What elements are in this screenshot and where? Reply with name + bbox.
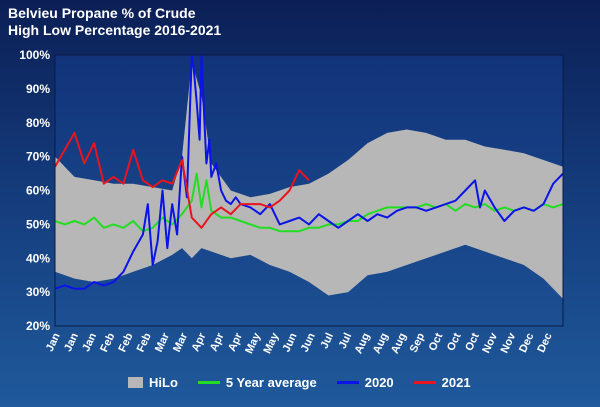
x-tick-label: Apr [226,331,245,354]
x-tick-label: Nov [480,330,500,355]
y-tick-label: 30% [26,285,50,299]
x-tick-label: Oct [463,331,482,353]
legend-item-hilo: HiLo [128,375,178,390]
legend-swatch-2020 [336,380,359,384]
x-tick-label: Dec [517,331,536,354]
x-tick-label: Jun [299,331,318,354]
legend-item-2020: 2020 [336,374,394,390]
x-tick-label: Oct [427,331,446,353]
x-tick-label: Jan [44,331,63,354]
x-tick-label: Jan [62,331,81,354]
chart-legend: HiLo 5 Year average 2020 2021 [128,373,491,391]
x-tick-label: Sep [408,331,428,355]
legend-item-2021: 2021 [413,374,471,390]
x-tick-label: Nov [499,330,519,355]
x-tick-label: Jul [337,331,355,350]
legend-label-hilo: HiLo [149,374,178,390]
x-tick-label: Jul [318,331,336,350]
x-tick-label: Dec [535,331,554,354]
x-tick-label: Aug [371,331,391,355]
legend-swatch-hilo [128,376,143,388]
x-tick-label: Feb [98,331,117,354]
x-tick-label: May [261,330,281,355]
x-tick-label: Oct [445,331,464,353]
x-tick-label: Aug [353,331,373,355]
y-tick-label: 20% [26,319,50,333]
legend-label-2021: 2021 [441,374,471,390]
x-tick-label: Feb [135,331,154,354]
legend-item-5yr-average: 5 Year average [197,374,317,390]
series-line-2020 [54,54,564,290]
legend-swatch-5yr-average [197,380,220,384]
legend-label-5yr-average: 5 Year average [225,374,317,390]
x-tick-label: Aug [389,331,409,355]
plot-border [54,54,564,327]
y-tick-label: 80% [26,116,50,130]
x-tick-label: Mar [171,331,190,354]
y-tick-label: 60% [26,184,50,198]
series-line-2021 [54,131,310,229]
chart-subtitle: High Low Percentage 2016-2021 [8,22,222,38]
y-tick-label: 100% [19,48,50,62]
y-tick-label: 40% [26,251,50,265]
x-tick-label: May [243,330,263,355]
x-tick-label: Apr [208,331,227,354]
x-tick-label: Jan [80,331,99,354]
x-tick-label: Mar [153,331,172,354]
chart-title: Belvieu Propane % of Crude [8,5,196,21]
legend-swatch-2021 [413,380,436,384]
legend-label-2020: 2020 [364,374,394,390]
y-tick-label: 90% [26,82,50,96]
y-tick-label: 50% [26,217,50,231]
x-tick-label: Feb [116,331,135,354]
x-tick-label: Jun [280,331,299,354]
y-tick-label: 70% [26,150,50,164]
hilo-band [55,61,563,299]
x-tick-label: Apr [190,331,209,354]
